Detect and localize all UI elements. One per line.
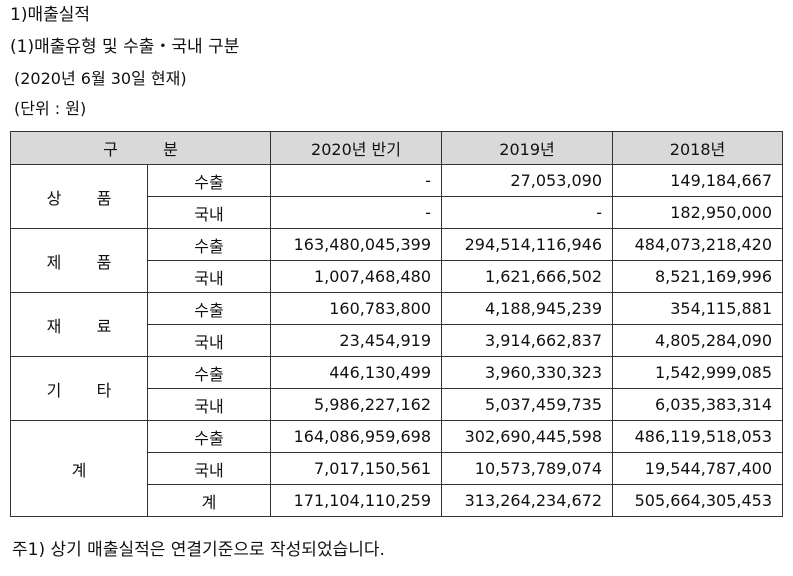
- value-2020-half: 160,783,800: [270, 292, 443, 325]
- sales-type-cell: 수출: [146, 356, 272, 389]
- table-row: 계 171,104,110,259 313,264,234,672 505,664,3…: [11, 484, 784, 517]
- table-row: 재 료 수출 160,783,800 4,188,945,239 354,115,881: [10, 292, 784, 357]
- sales-type-cell: 국내: [146, 260, 272, 293]
- table-body: 상 품 수출 -27,053,090 149,184,667 국내 - -182,950,00…: [10, 164, 784, 517]
- table-row: 국내 7,017,150,561 10,573,789,074 19,544,787,…: [11, 452, 784, 485]
- value-2019: 302,690,445,598: [441, 420, 614, 453]
- category-char-2: 품: [96, 252, 112, 272]
- value-2018: 149,184,667: [612, 164, 784, 197]
- value-2019: 1,621,666,502: [441, 260, 614, 293]
- table-row: 국내 5,986,227,162 5,037,459,735 6,035,383,31…: [11, 388, 784, 421]
- value-2019: 3,914,662,837: [441, 324, 614, 357]
- table-row: 계 수출 164,086,959,698 302,690,445,598 486,119…: [10, 420, 784, 517]
- category-char-1: 제: [46, 252, 62, 272]
- value-2018: 354,115,881: [612, 292, 784, 325]
- table-row: 상 품 수출 -27,053,090 149,184,667: [10, 164, 784, 229]
- sales-type-cell: 수출: [146, 292, 272, 325]
- value-2020-half: 163,480,045,399: [270, 228, 443, 261]
- category-char-2: 타: [96, 380, 112, 400]
- value-2020-half: 1,007,468,480: [270, 260, 443, 293]
- sales-type-cell: 수출: [146, 228, 272, 261]
- value-2018: 19,544,787,400: [612, 452, 784, 485]
- value-2020-half: -: [270, 196, 443, 229]
- sales-type-cell: 국내: [146, 324, 272, 357]
- value-2020-half: 7,017,150,561: [270, 452, 443, 485]
- header-division-char-1: 구: [103, 140, 118, 159]
- value-2018: 182,950,000: [612, 196, 784, 229]
- value-2018: 1,542,999,085: [612, 356, 784, 389]
- category-char-1: 상: [46, 188, 62, 208]
- header-division-char-2: 분: [163, 140, 178, 159]
- sales-type-cell: 수출: [146, 420, 272, 453]
- value-2019: 4,188,945,239: [441, 292, 614, 325]
- table-row: 국내 23,454,919 3,914,662,837 4,805,284,090: [11, 324, 784, 357]
- sales-type-cell: 국내: [146, 196, 272, 229]
- value-2020-half: 164,086,959,698: [270, 420, 443, 453]
- category-char-2: 품: [96, 188, 112, 208]
- header-col-2018: 2018년: [612, 131, 784, 165]
- value-2018: 4,805,284,090: [612, 324, 784, 357]
- table-row: 국내 - -182,950,000: [11, 196, 784, 229]
- value-2019: 294,514,116,946: [441, 228, 614, 261]
- category-char-1: 기: [46, 380, 62, 400]
- value-2019: 5,037,459,735: [441, 388, 614, 421]
- as-of-date: (2020년 6월 30일 현재): [14, 69, 187, 88]
- value-2018: 486,119,518,053: [612, 420, 784, 453]
- value-2020-half: 171,104,110,259: [270, 484, 443, 517]
- sales-type-cell: 국내: [146, 388, 272, 421]
- value-2018: 505,664,305,453: [612, 484, 784, 517]
- value-2020-half: 446,130,499: [270, 356, 443, 389]
- header-col-2020-half: 2020년 반기: [270, 131, 443, 165]
- value-2019: -: [441, 196, 614, 229]
- value-2019: 3,960,330,323: [441, 356, 614, 389]
- unit-note: (단위 : 원): [14, 99, 87, 118]
- value-2020-half: 23,454,919: [270, 324, 443, 357]
- sales-type-cell: 국내: [146, 452, 272, 485]
- table-row: 기 타 수출 446,130,499 3,960,330,323 1,542,999,08…: [10, 356, 784, 421]
- value-2018: 484,073,218,420: [612, 228, 784, 261]
- footnote: 주1) 상기 매출실적은 연결기준으로 작성되었습니다.: [12, 540, 385, 560]
- value-2019: 27,053,090: [441, 164, 614, 197]
- sales-type-cell: 계: [146, 484, 272, 517]
- value-2020-half: -: [270, 164, 443, 197]
- category-cell: 계: [10, 420, 148, 517]
- header-col-2019: 2019년: [441, 131, 614, 165]
- section-title: 1)매출실적: [10, 5, 91, 25]
- table-row: 제 품 수출 163,480,045,399 294,514,116,946 484,07…: [10, 228, 784, 293]
- category-char-2: 료: [96, 316, 112, 336]
- value-2018: 6,035,383,314: [612, 388, 784, 421]
- value-2019: 313,264,234,672: [441, 484, 614, 517]
- sales-type-cell: 수출: [146, 164, 272, 197]
- value-2020-half: 5,986,227,162: [270, 388, 443, 421]
- category-label: 계: [71, 460, 87, 480]
- section-subtitle: (1)매출유형 및 수출・국내 구분: [10, 37, 240, 57]
- value-2019: 10,573,789,074: [441, 452, 614, 485]
- category-char-1: 재: [46, 316, 62, 336]
- table-row: 국내 1,007,468,480 1,621,666,502 8,521,169,99…: [11, 260, 784, 293]
- value-2018: 8,521,169,996: [612, 260, 784, 293]
